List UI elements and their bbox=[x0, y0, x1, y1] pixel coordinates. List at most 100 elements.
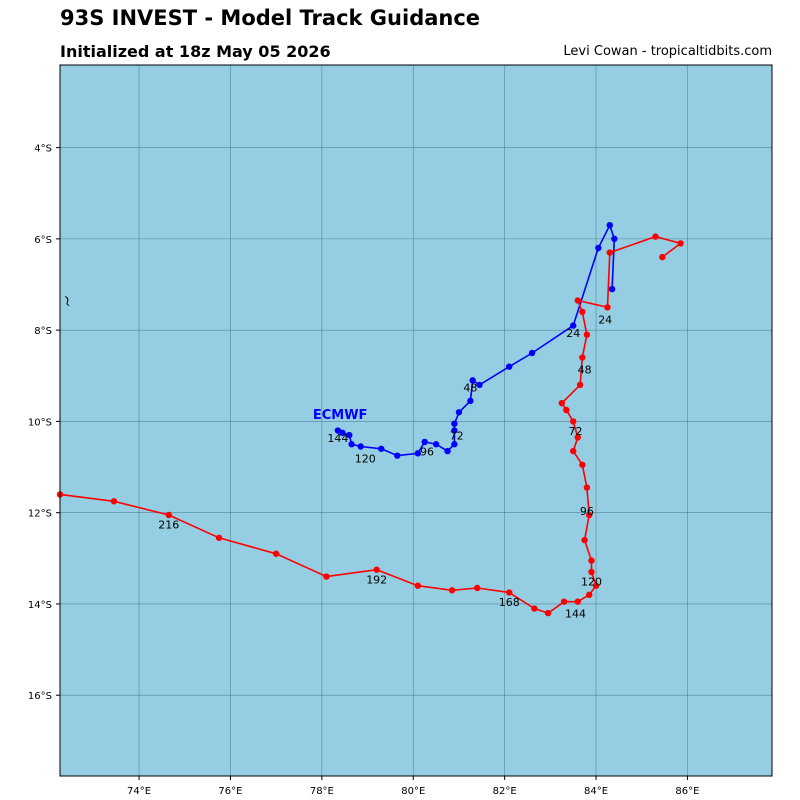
map-frame bbox=[59, 64, 773, 777]
track-point bbox=[506, 363, 513, 370]
track-point bbox=[586, 591, 593, 599]
lon-tick-label: 82°E bbox=[493, 786, 517, 797]
lat-tick-label: 4°S bbox=[34, 144, 52, 155]
forecast-hour-label: 216 bbox=[158, 519, 179, 532]
track-point bbox=[583, 331, 591, 338]
forecast-hour-label: 120 bbox=[581, 576, 602, 589]
init-time-subtitle: Initialized at 18z May 05 2026 bbox=[60, 42, 331, 61]
track-point bbox=[455, 409, 463, 416]
lat-tick-label: 14°S bbox=[28, 600, 52, 611]
forecast-hour-label: 96 bbox=[420, 446, 434, 459]
track-point bbox=[378, 445, 385, 452]
track-point bbox=[659, 253, 666, 261]
track-point bbox=[165, 511, 172, 519]
lon-tick-label: 78°E bbox=[310, 786, 334, 797]
forecast-hour-label: 120 bbox=[355, 452, 376, 465]
ocean-background bbox=[60, 65, 772, 776]
track-point bbox=[677, 240, 684, 247]
forecast-hour-label: 96 bbox=[580, 505, 594, 518]
track-point bbox=[474, 584, 481, 592]
lon-tick-label: 80°E bbox=[401, 786, 425, 797]
track-line bbox=[59, 235, 683, 614]
track-ecmwf: 24 48 72 96 120 144 ECMWF bbox=[313, 221, 618, 465]
track-point bbox=[606, 249, 613, 256]
credit-text: Levi Cowan - tropicaltidbits.com bbox=[563, 44, 772, 59]
track-point bbox=[579, 354, 586, 361]
track-point bbox=[611, 235, 618, 243]
track-point bbox=[215, 534, 223, 541]
track-point bbox=[570, 447, 577, 455]
forecast-hour-label: 72 bbox=[568, 425, 582, 438]
model-tracks: 24487296120144ECMWF244872961201441681922… bbox=[56, 221, 684, 621]
land-features bbox=[64, 296, 70, 306]
track-point bbox=[592, 582, 600, 589]
track-point bbox=[595, 244, 602, 252]
track-point bbox=[469, 377, 476, 384]
track-point bbox=[414, 450, 422, 457]
track-point bbox=[531, 605, 538, 612]
track-point bbox=[451, 420, 458, 427]
track-point bbox=[560, 598, 568, 605]
track-point bbox=[528, 349, 536, 357]
track-point bbox=[476, 381, 483, 389]
track-point bbox=[451, 427, 458, 434]
track-point bbox=[357, 443, 364, 450]
track-point bbox=[588, 557, 595, 564]
track-point bbox=[586, 511, 593, 519]
track-point bbox=[334, 427, 342, 434]
track-point bbox=[448, 587, 456, 594]
forecast-hour-label: 192 bbox=[366, 573, 387, 586]
forecast-hour-label: 24 bbox=[566, 327, 580, 340]
lon-tick-label: 84°E bbox=[584, 786, 608, 797]
track-point bbox=[414, 582, 422, 589]
forecast-hour-label: 144 bbox=[565, 608, 586, 621]
lon-tick-label: 74°E bbox=[127, 786, 151, 797]
track-point bbox=[421, 438, 428, 446]
atoll-shape bbox=[64, 296, 70, 306]
track-point bbox=[583, 484, 591, 491]
track-point bbox=[394, 452, 401, 459]
track-point bbox=[579, 308, 586, 316]
track-point bbox=[544, 609, 552, 617]
lat-tick-label: 10°S bbox=[28, 417, 52, 428]
lon-tick-label: 86°E bbox=[675, 786, 699, 797]
track-point bbox=[110, 498, 118, 505]
model-name-label: ECMWF bbox=[313, 408, 368, 423]
track-point bbox=[323, 573, 330, 580]
page-title: 93S INVEST - Model Track Guidance bbox=[60, 6, 481, 30]
forecast-hour-label: 168 bbox=[499, 596, 520, 609]
axis-tick-labels: 74°E 76°E 78°E 80°E 82°E 84°E 86°E 4°S 6°S 8°S 10°… bbox=[28, 144, 700, 797]
track-point bbox=[608, 285, 616, 293]
lat-lon-grid bbox=[60, 65, 772, 776]
track-point bbox=[588, 568, 595, 576]
forecast-hour-label: 24 bbox=[598, 313, 612, 326]
forecast-hour-label: 144 bbox=[327, 432, 348, 445]
track-point bbox=[558, 399, 565, 407]
track-point bbox=[467, 397, 474, 405]
track-point bbox=[574, 598, 581, 605]
track-model-1: 24 48 72 96 120 144 168 192 216 bbox=[56, 233, 684, 621]
track-point bbox=[346, 431, 353, 439]
track-point bbox=[574, 297, 581, 304]
lat-tick-label: 6°S bbox=[34, 235, 52, 246]
lat-tick-label: 12°S bbox=[28, 509, 52, 520]
track-point bbox=[581, 536, 588, 544]
track-point bbox=[570, 418, 577, 425]
track-point bbox=[606, 221, 613, 229]
track-point bbox=[652, 233, 659, 240]
track-point bbox=[563, 406, 570, 414]
track-point bbox=[348, 441, 355, 448]
track-point bbox=[444, 447, 451, 455]
track-point bbox=[373, 566, 380, 573]
track-point bbox=[432, 441, 440, 448]
forecast-hour-label: 72 bbox=[450, 430, 464, 443]
track-point bbox=[272, 550, 280, 557]
forecast-hour-label: 48 bbox=[463, 382, 477, 395]
track-point bbox=[574, 434, 581, 441]
lat-tick-label: 8°S bbox=[34, 326, 52, 337]
track-point bbox=[579, 461, 586, 468]
lat-tick-label: 16°S bbox=[28, 691, 52, 702]
track-point bbox=[451, 441, 458, 448]
track-point bbox=[506, 589, 513, 596]
